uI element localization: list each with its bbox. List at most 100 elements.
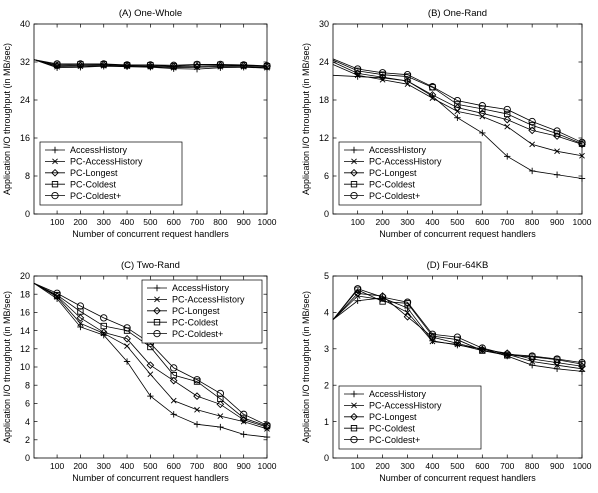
y-tick-label: 18 bbox=[20, 289, 30, 299]
data-point bbox=[504, 123, 511, 130]
data-point bbox=[123, 358, 131, 365]
legend-marker bbox=[350, 168, 358, 177]
data-point bbox=[146, 61, 155, 69]
legend-label: AccessHistory bbox=[172, 283, 230, 293]
data-point bbox=[53, 289, 61, 297]
y-tick-label: 3 bbox=[324, 344, 329, 354]
legend-label: AccessHistory bbox=[369, 145, 427, 155]
legend-marker bbox=[51, 146, 59, 154]
legend: AccessHistoryPC-AccessHistoryPC-LongestP… bbox=[39, 141, 183, 206]
x-tick-label: 200 bbox=[73, 461, 87, 471]
data-point bbox=[124, 343, 130, 349]
x-tick-label: 500 bbox=[450, 217, 464, 227]
legend-label: PC-Coldest bbox=[172, 317, 219, 327]
data-point bbox=[123, 61, 131, 69]
data-point bbox=[217, 413, 224, 420]
y-tick-label: 6 bbox=[25, 399, 30, 409]
series-pc-accesshistory bbox=[33, 282, 270, 432]
y-tick-label: 32 bbox=[20, 57, 30, 67]
y-tick-label: 0 bbox=[25, 209, 30, 219]
x-tick-label: 1000 bbox=[573, 461, 592, 471]
x-axis-label: Number of concurrent request handlers bbox=[72, 229, 229, 239]
x-tick-label: 700 bbox=[190, 461, 204, 471]
legend-label: PC-AccessHistory bbox=[369, 401, 442, 411]
legend-marker bbox=[51, 191, 59, 200]
data-point bbox=[193, 60, 201, 69]
x-tick-label: 600 bbox=[167, 461, 181, 471]
data-point bbox=[528, 361, 536, 369]
data-point bbox=[503, 105, 511, 114]
data-point bbox=[354, 293, 361, 299]
legend-box bbox=[39, 141, 183, 206]
legend-box bbox=[338, 385, 482, 450]
y-tick-label: 0 bbox=[324, 453, 329, 463]
data-point bbox=[578, 140, 586, 149]
y-tick-label: 16 bbox=[20, 308, 30, 318]
data-point bbox=[77, 320, 84, 327]
series-line bbox=[332, 58, 583, 143]
y-tick-label: 20 bbox=[20, 271, 30, 281]
series-line bbox=[332, 59, 583, 145]
legend-marker bbox=[350, 412, 358, 421]
x-tick-label: 600 bbox=[167, 217, 181, 227]
series-line bbox=[332, 289, 583, 365]
x-tick-label: 600 bbox=[475, 217, 489, 227]
data-point bbox=[403, 298, 412, 306]
data-point bbox=[553, 132, 561, 140]
data-point bbox=[529, 141, 536, 148]
legend-marker bbox=[350, 425, 358, 432]
chart-panel-4: (D) Four-64KB 0 1 2 3 4 5 100 200 300 400 500 600 700… bbox=[301, 260, 592, 483]
data-point bbox=[578, 138, 586, 147]
data-point bbox=[528, 126, 536, 135]
data-point bbox=[263, 62, 271, 70]
data-point bbox=[100, 322, 107, 330]
y-tick-label: 4 bbox=[324, 308, 329, 318]
data-point bbox=[428, 330, 437, 338]
x-tick-label: 300 bbox=[97, 461, 111, 471]
data-point bbox=[216, 389, 225, 398]
x-tick-label: 100 bbox=[50, 217, 64, 227]
x-tick-label: 400 bbox=[120, 217, 134, 227]
y-tick-label: 8 bbox=[25, 380, 30, 390]
legend-marker bbox=[350, 390, 358, 398]
data-point bbox=[479, 129, 486, 137]
y-axis-label: Application I/O throughput (in MB/sec) bbox=[2, 291, 12, 443]
y-tick-label: 40 bbox=[20, 19, 30, 29]
data-point bbox=[578, 175, 586, 182]
data-point bbox=[504, 153, 511, 160]
x-tick-label: 300 bbox=[400, 461, 414, 471]
chart-title: (D) Four-64KB bbox=[427, 260, 489, 271]
y-tick-label: 24 bbox=[20, 95, 30, 105]
data-point bbox=[453, 96, 462, 105]
data-point bbox=[216, 400, 225, 409]
chart-panel-1: (A) One-Whole 0 8 16 24 32 40 100 200 300 400 500 60… bbox=[2, 8, 277, 239]
legend-label: PC-Coldest bbox=[369, 423, 416, 433]
x-tick-label: 900 bbox=[550, 461, 564, 471]
x-tick-label: 100 bbox=[50, 461, 64, 471]
y-tick-label: 1 bbox=[324, 417, 329, 427]
x-tick-label: 400 bbox=[425, 461, 439, 471]
y-tick-label: 18 bbox=[319, 95, 329, 105]
data-point bbox=[263, 433, 271, 441]
x-tick-label: 700 bbox=[500, 461, 514, 471]
data-point bbox=[478, 102, 486, 110]
data-point bbox=[76, 314, 85, 322]
x-tick-label: 900 bbox=[237, 461, 251, 471]
data-point bbox=[193, 376, 201, 384]
data-point bbox=[77, 308, 84, 315]
data-point bbox=[123, 324, 131, 332]
data-point bbox=[170, 364, 178, 372]
legend-box bbox=[141, 279, 263, 344]
data-point bbox=[170, 372, 177, 379]
legend-marker bbox=[350, 181, 358, 188]
legend-marker bbox=[153, 329, 161, 338]
data-point bbox=[147, 392, 154, 400]
data-point bbox=[76, 60, 85, 68]
y-tick-label: 14 bbox=[20, 326, 30, 336]
x-axis-label: Number of concurrent request handlers bbox=[379, 473, 536, 483]
data-point bbox=[504, 110, 511, 118]
y-tick-label: 8 bbox=[25, 171, 30, 181]
y-axis-label: Application I/O throughput (in MB/sec) bbox=[2, 43, 12, 195]
data-point bbox=[216, 60, 225, 69]
legend-marker bbox=[51, 181, 59, 188]
